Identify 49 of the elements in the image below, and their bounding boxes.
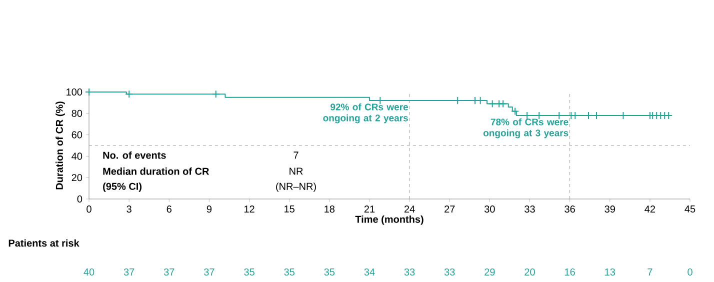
y-tick-label: 20 [72, 174, 82, 182]
y-tick-label: 100 [66, 88, 82, 96]
x-tick-label: 0 [86, 206, 92, 213]
text: 35 [324, 268, 335, 276]
x-tick-label: 6 [166, 206, 172, 213]
x-tick-label: 36 [564, 206, 575, 213]
x-tick-label: 18 [324, 206, 335, 213]
text: 20 [524, 268, 535, 276]
text: 37 [164, 268, 174, 276]
x-tick-label: 3 [126, 206, 132, 213]
annotation: 78% of CRs were ongoing at 3 years [483, 118, 568, 138]
text: 37 [204, 268, 214, 276]
x-tick-label: 15 [284, 206, 294, 213]
text: 33 [444, 268, 455, 276]
x-tick-label: 42 [644, 206, 655, 213]
x-tick-label: 21 [364, 206, 375, 213]
annotation: 7 [294, 152, 298, 159]
y-tick-label: 80 [72, 110, 82, 117]
y-tick-label: 40 [72, 152, 82, 160]
text: 7 [648, 268, 652, 276]
text: 35 [244, 268, 254, 276]
annotation: (NR–NR) [276, 182, 316, 192]
text: 37 [124, 268, 134, 276]
y-tick-label: 0 [77, 195, 82, 203]
x-tick-label: 33 [524, 206, 535, 213]
text: 33 [404, 268, 415, 276]
text: 40 [84, 268, 94, 276]
x-tick-label: 12 [244, 206, 254, 213]
x-axis-title: Time (months) [355, 215, 424, 225]
x-tick-label: 24 [404, 206, 415, 213]
text: 35 [284, 268, 294, 276]
annotation: (95% CI) [103, 182, 142, 192]
annotation: 92% of CRs were ongoing at 2 years [323, 103, 408, 124]
annotation: No. of events [103, 151, 166, 159]
text: 0 [688, 268, 692, 276]
text: 16 [565, 268, 575, 276]
annotation: Median duration of CR [103, 168, 210, 175]
text: Patients at risk [8, 239, 80, 247]
text: 29 [484, 268, 495, 276]
x-tick-label: 30 [484, 206, 495, 213]
x-tick-label: 39 [604, 206, 615, 213]
x-tick-label: 27 [444, 206, 455, 213]
y-axis-title: Duration of CR (%) [56, 102, 65, 190]
text: 13 [605, 268, 616, 276]
text: 34 [364, 268, 375, 276]
y-tick-label: 60 [72, 131, 82, 138]
x-tick-label: 9 [206, 206, 212, 213]
annotation: NR [290, 168, 303, 175]
x-tick-label: 45 [684, 206, 696, 213]
